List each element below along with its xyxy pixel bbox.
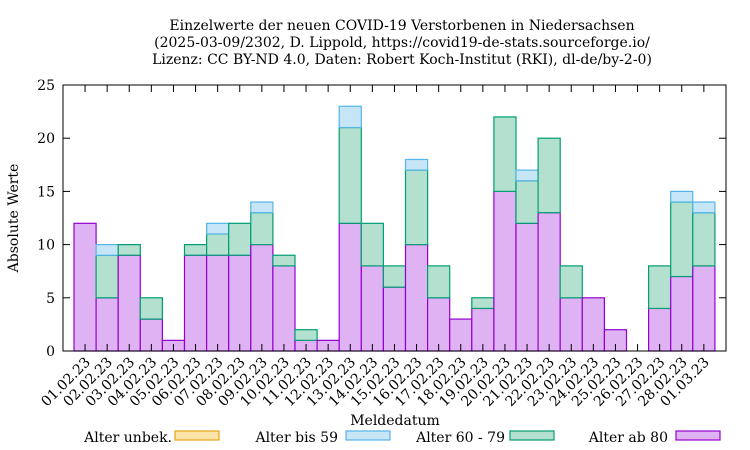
bar-alter-60-79-17.02.23 bbox=[427, 265, 451, 299]
bar-alter-60-79-11.02.23 bbox=[294, 329, 318, 341]
bar-alter-ab-80-20.02.23 bbox=[493, 190, 517, 352]
y-tick-label: 5 bbox=[46, 291, 55, 307]
legend-label: Alter ab 80 bbox=[588, 430, 668, 446]
bar-alter-ab-80-08.02.23 bbox=[228, 254, 252, 352]
bar-alter-60-79-19.02.23 bbox=[471, 297, 495, 310]
chart-title-line-2: (2025-03-09/2302, D. Lippold, https://co… bbox=[154, 35, 650, 51]
bar-alter-60-79-06.02.23 bbox=[183, 244, 208, 256]
bar-alter-ab-80-14.02.23 bbox=[360, 265, 384, 352]
bar-alter-60-79-20.02.23 bbox=[493, 116, 517, 193]
chart-title-line-1: Einzelwerte der neuen COVID-19 Verstorbe… bbox=[169, 18, 634, 34]
bar-alter-ab-80-01.03.23 bbox=[692, 265, 716, 352]
legend-swatch bbox=[509, 430, 555, 441]
bar-alter-60-79-14.02.23 bbox=[360, 222, 384, 267]
bar-alter-60-79-22.02.23 bbox=[537, 137, 561, 214]
bar-alter-60-79-09.02.23 bbox=[250, 212, 274, 246]
bar-alter-ab-80-23.02.23 bbox=[559, 297, 583, 352]
legend-label: Alter 60 - 79 bbox=[415, 430, 505, 446]
bar-alter-bis-59-16.02.23 bbox=[404, 158, 429, 171]
legend: Alter unbek. Alter bis 59 Alter 60 - 79 Alt… bbox=[83, 430, 721, 446]
bar-alter-ab-80-10.02.23 bbox=[272, 265, 296, 352]
bar-alter-bis-59-02.02.23 bbox=[95, 244, 119, 256]
bar-alter-60-79-08.02.23 bbox=[228, 222, 252, 256]
legend-label: Alter unbek. bbox=[83, 430, 172, 446]
bar-alter-ab-80-02.02.23 bbox=[95, 297, 119, 352]
bar-alter-bis-59-28.02.23 bbox=[670, 190, 694, 203]
bar-alter-ab-80-16.02.23 bbox=[404, 244, 429, 352]
y-tick-label: 25 bbox=[37, 78, 55, 94]
legend-swatch bbox=[345, 430, 391, 441]
legend-swatch bbox=[174, 430, 220, 441]
bar-alter-60-79-04.02.23 bbox=[139, 297, 164, 320]
bar-alter-ab-80-21.02.23 bbox=[515, 222, 539, 352]
bar-alter-bis-59-13.02.23 bbox=[338, 105, 362, 129]
bar-alter-ab-80-09.02.23 bbox=[250, 244, 274, 352]
bar-alter-ab-80-13.02.23 bbox=[338, 222, 362, 352]
y-axis-label: Absolute Werte bbox=[6, 164, 22, 274]
bar-alter-bis-59-09.02.23 bbox=[250, 201, 274, 214]
bar-alter-60-79-23.02.23 bbox=[559, 265, 583, 299]
y-axis: 0 5 10 15 20 25 bbox=[37, 78, 726, 360]
bar-alter-60-79-15.02.23 bbox=[382, 265, 407, 288]
bar-alter-60-79-16.02.23 bbox=[404, 169, 429, 246]
bar-alter-ab-80-06.02.23 bbox=[183, 254, 208, 352]
bar-alter-60-79-21.02.23 bbox=[515, 180, 539, 224]
bar-alter-60-79-27.02.23 bbox=[647, 265, 672, 310]
bar-alter-ab-80-03.02.23 bbox=[117, 254, 141, 352]
bar-alter-60-79-02.02.23 bbox=[95, 254, 119, 299]
legend-label: Alter bis 59 bbox=[254, 430, 338, 446]
x-axis-label: Meldedatum bbox=[350, 413, 440, 429]
y-tick-label: 15 bbox=[37, 184, 55, 200]
bar-alter-ab-80-07.02.23 bbox=[206, 254, 230, 352]
bars-layer bbox=[73, 105, 716, 352]
bar-alter-ab-80-15.02.23 bbox=[382, 286, 407, 352]
y-tick-label: 10 bbox=[37, 238, 55, 254]
bar-alter-bis-59-07.02.23 bbox=[206, 222, 230, 235]
bar-alter-ab-80-01.02.23 bbox=[73, 222, 97, 352]
bar-alter-60-79-10.02.23 bbox=[272, 254, 296, 267]
bar-alter-bis-59-21.02.23 bbox=[515, 169, 539, 182]
y-tick-label: 20 bbox=[37, 131, 55, 147]
bar-alter-60-79-13.02.23 bbox=[338, 126, 362, 224]
bar-alter-60-79-28.02.23 bbox=[670, 201, 694, 278]
chart-title-line-3: Lizenz: CC BY-ND 4.0, Daten: Robert Koch… bbox=[152, 52, 652, 68]
y-tick-label: 0 bbox=[46, 344, 55, 360]
bar-alter-bis-59-01.03.23 bbox=[692, 201, 716, 214]
bar-alter-60-79-01.03.23 bbox=[692, 212, 716, 267]
bar-alter-ab-80-22.02.23 bbox=[537, 212, 561, 352]
bar-alter-ab-80-17.02.23 bbox=[427, 297, 451, 352]
legend-swatch bbox=[675, 430, 721, 441]
bar-alter-60-79-03.02.23 bbox=[117, 244, 141, 256]
bar-alter-ab-80-24.02.23 bbox=[581, 297, 605, 352]
bar-alter-ab-80-28.02.23 bbox=[670, 275, 694, 352]
bar-alter-60-79-07.02.23 bbox=[206, 233, 230, 256]
